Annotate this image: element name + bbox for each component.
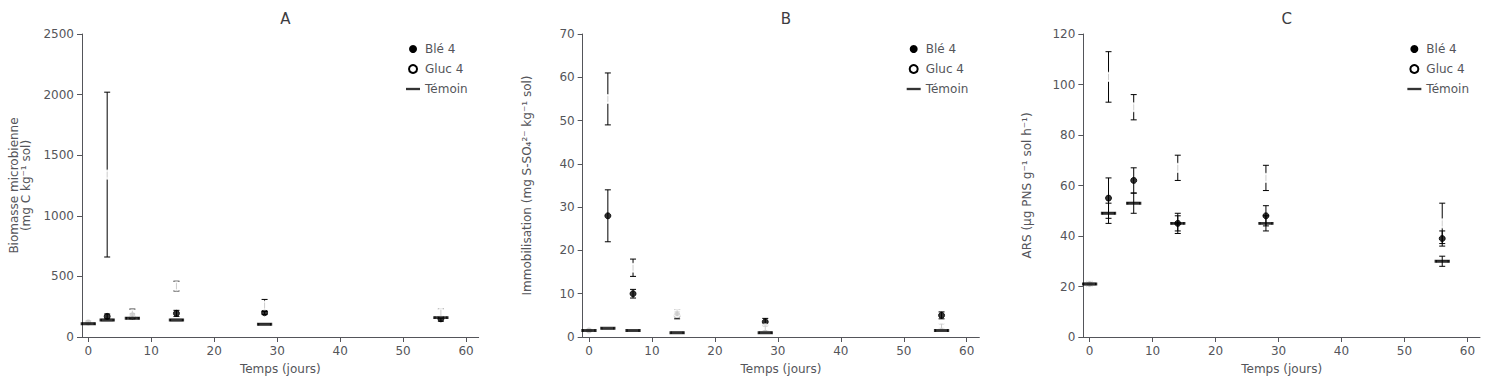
svg-text:Biomasse microbienne: Biomasse microbienne (7, 117, 21, 254)
svg-text:Gluc 4: Gluc 4 (1426, 62, 1464, 76)
svg-text:0: 0 (585, 344, 593, 358)
svg-text:Témoin: Témoin (424, 82, 468, 96)
svg-text:40: 40 (559, 157, 574, 171)
svg-text:50: 50 (559, 114, 574, 128)
svg-text:50: 50 (1397, 344, 1412, 358)
svg-text:70: 70 (559, 27, 574, 41)
svg-text:Blé 4: Blé 4 (1426, 42, 1456, 56)
svg-text:40: 40 (1060, 229, 1075, 243)
svg-text:Blé 4: Blé 4 (926, 42, 956, 56)
svg-text:10: 10 (644, 344, 659, 358)
svg-text:30: 30 (559, 200, 574, 214)
svg-text:30: 30 (770, 344, 785, 358)
svg-text:Témoin: Témoin (925, 82, 969, 96)
svg-text:1000: 1000 (43, 209, 74, 223)
svg-text:Témoin: Témoin (1425, 82, 1469, 96)
svg-text:10: 10 (1145, 344, 1160, 358)
svg-text:Temps (jours): Temps (jours) (1240, 362, 1322, 376)
svg-text:30: 30 (270, 344, 285, 358)
svg-text:A: A (280, 10, 291, 28)
svg-text:Temps (jours): Temps (jours) (239, 362, 321, 376)
svg-text:Gluc 4: Gluc 4 (926, 62, 964, 76)
svg-text:0: 0 (567, 330, 575, 344)
svg-text:60: 60 (458, 344, 473, 358)
svg-text:60: 60 (559, 70, 574, 84)
svg-text:120: 120 (1052, 27, 1075, 41)
svg-text:40: 40 (833, 344, 848, 358)
svg-text:80: 80 (1060, 128, 1075, 142)
svg-text:60: 60 (959, 344, 974, 358)
svg-text:50: 50 (896, 344, 911, 358)
svg-text:0: 0 (1068, 330, 1076, 344)
svg-text:100: 100 (1052, 78, 1075, 92)
svg-text:1500: 1500 (43, 148, 74, 162)
svg-text:10: 10 (144, 344, 159, 358)
svg-text:Blé 4: Blé 4 (425, 42, 455, 56)
svg-text:30: 30 (1271, 344, 1286, 358)
svg-text:Immobilisation (mg S-SO₄²⁻ kg⁻: Immobilisation (mg S-SO₄²⁻ kg⁻¹ sol) (520, 75, 534, 295)
svg-text:Temps (jours): Temps (jours) (740, 362, 822, 376)
svg-text:B: B (781, 10, 791, 28)
svg-text:10: 10 (559, 287, 574, 301)
svg-text:20: 20 (707, 344, 722, 358)
svg-text:60: 60 (1060, 179, 1075, 193)
svg-text:0: 0 (66, 330, 74, 344)
svg-text:40: 40 (333, 344, 348, 358)
svg-text:60: 60 (1460, 344, 1475, 358)
svg-text:2000: 2000 (43, 88, 74, 102)
svg-text:20: 20 (207, 344, 222, 358)
svg-text:20: 20 (1060, 280, 1075, 294)
svg-text:20: 20 (559, 243, 574, 257)
svg-text:2500: 2500 (43, 27, 74, 41)
svg-text:Gluc 4: Gluc 4 (425, 62, 463, 76)
svg-text:0: 0 (84, 344, 92, 358)
svg-text:0: 0 (1086, 344, 1094, 358)
svg-text:500: 500 (51, 269, 74, 283)
svg-text:20: 20 (1208, 344, 1223, 358)
svg-text:50: 50 (395, 344, 410, 358)
svg-text:(mg C kg⁻¹ sol): (mg C kg⁻¹ sol) (19, 140, 33, 231)
svg-text:C: C (1281, 10, 1291, 28)
svg-text:ARS (µg PNS g⁻¹ sol h⁻¹): ARS (µg PNS g⁻¹ sol h⁻¹) (1020, 112, 1034, 258)
svg-text:40: 40 (1334, 344, 1349, 358)
